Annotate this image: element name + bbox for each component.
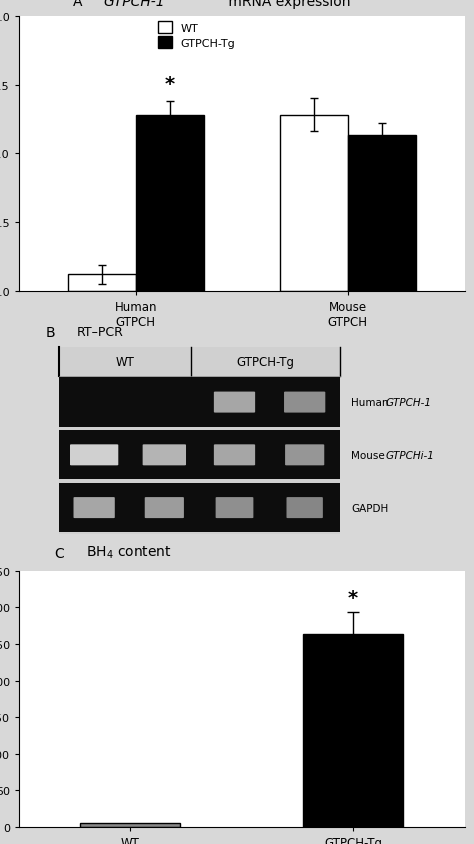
Text: GTPCH-Tg: GTPCH-Tg bbox=[237, 355, 294, 369]
Text: GTPCH-1: GTPCH-1 bbox=[104, 0, 165, 8]
Text: WT: WT bbox=[116, 355, 135, 369]
Legend: WT, GTPCH-Tg: WT, GTPCH-Tg bbox=[158, 23, 235, 49]
Text: B: B bbox=[46, 326, 55, 340]
Text: Human: Human bbox=[351, 398, 392, 408]
Text: GTPCHi-1: GTPCHi-1 bbox=[386, 451, 435, 460]
Text: A: A bbox=[73, 0, 82, 8]
FancyBboxPatch shape bbox=[286, 497, 323, 518]
Text: mRNA expression: mRNA expression bbox=[224, 0, 350, 8]
Bar bbox=[280, 116, 348, 291]
FancyBboxPatch shape bbox=[145, 497, 184, 518]
Bar bbox=[303, 635, 403, 827]
Text: *: * bbox=[348, 587, 358, 607]
Bar bbox=[80, 824, 181, 827]
Text: BH$_4$ content: BH$_4$ content bbox=[86, 544, 172, 560]
Text: *: * bbox=[164, 75, 174, 94]
Text: C: C bbox=[55, 547, 64, 560]
FancyBboxPatch shape bbox=[284, 392, 325, 413]
Bar bbox=[348, 136, 416, 291]
FancyBboxPatch shape bbox=[285, 445, 324, 466]
FancyBboxPatch shape bbox=[214, 445, 255, 466]
FancyBboxPatch shape bbox=[143, 445, 186, 466]
Bar bbox=[136, 116, 203, 291]
Text: GAPDH: GAPDH bbox=[351, 503, 388, 513]
FancyBboxPatch shape bbox=[70, 445, 118, 466]
Text: Mouse: Mouse bbox=[351, 451, 388, 460]
FancyBboxPatch shape bbox=[214, 392, 255, 413]
FancyBboxPatch shape bbox=[73, 497, 115, 518]
Text: GTPCH-1: GTPCH-1 bbox=[386, 398, 432, 408]
FancyBboxPatch shape bbox=[216, 497, 254, 518]
Text: RT–PCR: RT–PCR bbox=[77, 326, 124, 338]
Bar bbox=[68, 275, 136, 291]
